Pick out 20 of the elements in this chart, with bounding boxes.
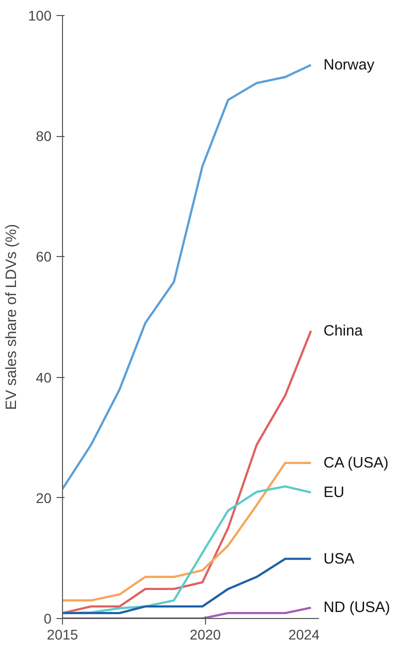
y-tick-label: 40 — [36, 369, 52, 386]
series-label: ND (USA) — [324, 599, 390, 616]
y-axis-title: EV sales share of LDVs (%) — [3, 224, 20, 410]
x-tick-label: 2020 — [190, 626, 222, 642]
y-tick-label: 0 — [44, 610, 52, 626]
y-tick-label: 60 — [36, 248, 52, 265]
x-tick-label: 2024 — [288, 626, 320, 642]
line-series — [62, 558, 312, 614]
line-series — [62, 64, 312, 490]
series-label: USA — [324, 550, 354, 568]
series-label: Norway — [324, 56, 375, 74]
x-tick-label: 2015 — [46, 626, 78, 642]
series-label: China — [324, 322, 364, 340]
series-label: CA (USA) — [324, 454, 389, 472]
y-tick-label: 80 — [36, 128, 52, 144]
line-series — [62, 462, 312, 602]
y-tick-label: 20 — [36, 490, 52, 506]
series-label: EU — [324, 484, 344, 501]
line-series — [62, 330, 312, 614]
y-tick-label: 100 — [28, 8, 52, 24]
